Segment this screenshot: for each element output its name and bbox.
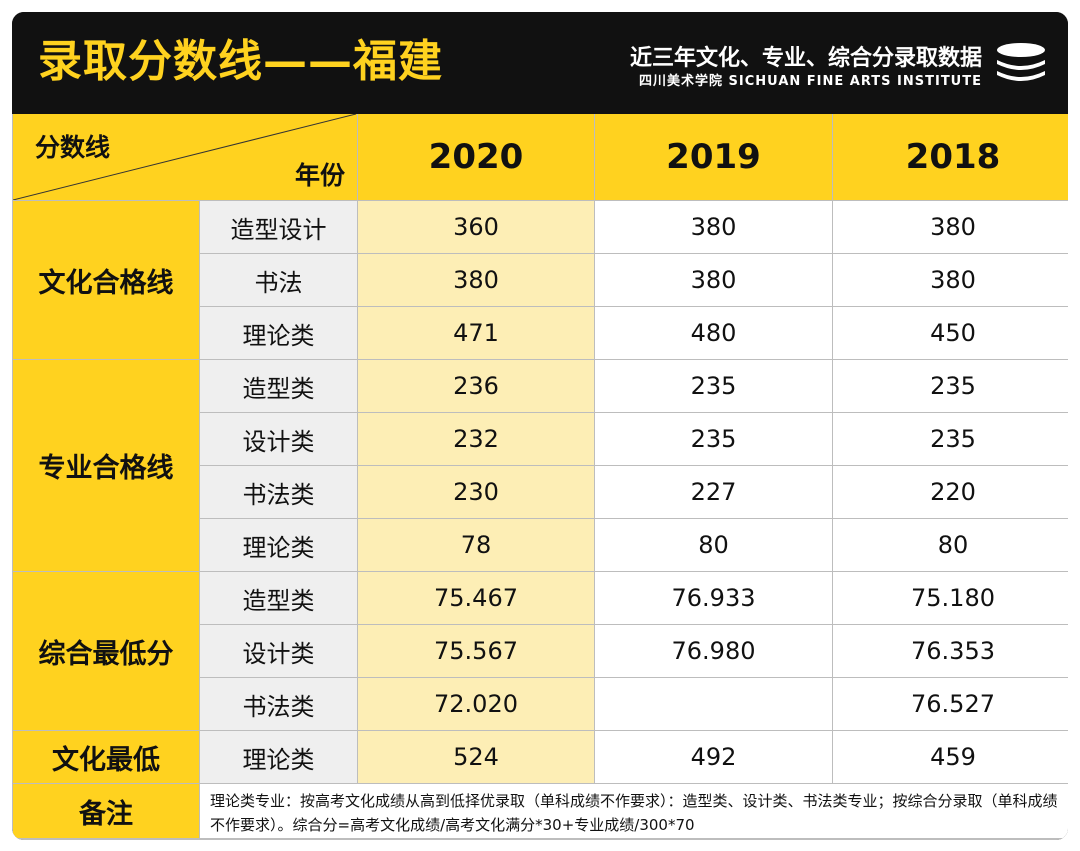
score-cell-2018: 80 [833, 519, 1068, 571]
score-cell-2018: 235 [833, 413, 1068, 465]
note-text: 理论类专业：按高考文化成绩从高到低择优录取（单科成绩不作要求）：造型类、设计类、… [200, 784, 1068, 838]
score-cell-2019: 492 [595, 731, 832, 783]
score-cell-2020: 360 [358, 201, 594, 253]
row-label: 理论类 [200, 307, 357, 359]
page-title: 录取分数线——福建 [38, 36, 443, 87]
row-label: 设计类 [200, 625, 357, 677]
score-cell-2019: 380 [595, 254, 832, 306]
score-cell-2019: 80 [595, 519, 832, 571]
score-cell-2018: 450 [833, 307, 1068, 359]
institute-name: 四川美术学院 SICHUAN FINE ARTS INSTITUTE [639, 74, 982, 89]
note-label: 备注 [13, 784, 199, 838]
row-label: 书法类 [200, 466, 357, 518]
score-cell-2019: 76.933 [595, 572, 832, 624]
row-label: 造型类 [200, 360, 357, 412]
score-cell-2018: 75.180 [833, 572, 1068, 624]
score-cell-2020: 524 [358, 731, 594, 783]
score-cell-2020: 75.567 [358, 625, 594, 677]
year-header-2020: 2020 [358, 114, 594, 200]
group-label-culture-min: 文化最低 [13, 731, 199, 783]
score-cell-2018: 220 [833, 466, 1068, 518]
score-table: 分数线 年份 2020 2019 2018 文化合格线 造型设计 360 380… [12, 114, 1068, 840]
score-cell-2020: 471 [358, 307, 594, 359]
score-cell-2020: 380 [358, 254, 594, 306]
subtitle: 近三年文化、专业、综合分录取数据 [629, 46, 982, 71]
year-header-2019: 2019 [595, 114, 832, 200]
score-cell-2020: 78 [358, 519, 594, 571]
score-cell-2019: 76.980 [595, 625, 832, 677]
score-cell-2020: 232 [358, 413, 594, 465]
score-cell-2020: 230 [358, 466, 594, 518]
corner-label-year: 年份 [294, 161, 345, 190]
row-label: 设计类 [200, 413, 357, 465]
score-cell-2018: 380 [833, 201, 1068, 253]
score-cell-2019: 480 [595, 307, 832, 359]
score-cell-2018: 459 [833, 731, 1068, 783]
score-cell-2019 [595, 678, 832, 730]
score-cell-2019: 235 [595, 360, 832, 412]
row-label: 造型类 [200, 572, 357, 624]
corner-diagonal-line [13, 114, 356, 200]
header-bar: 录取分数线——福建 近三年文化、专业、综合分录取数据 四川美术学院 SICHUA… [12, 12, 1068, 114]
year-header-2018: 2018 [833, 114, 1068, 200]
score-cell-2019: 227 [595, 466, 832, 518]
table-corner-header: 分数线 年份 [13, 114, 357, 200]
row-label: 造型设计 [200, 201, 357, 253]
score-cell-2018: 76.353 [833, 625, 1068, 677]
score-card: 录取分数线——福建 近三年文化、专业、综合分录取数据 四川美术学院 SICHUA… [12, 12, 1068, 840]
stacked-discs-icon [997, 43, 1045, 81]
row-label: 书法 [200, 254, 357, 306]
group-label-composite-min: 综合最低分 [13, 572, 199, 730]
row-label: 书法类 [200, 678, 357, 730]
score-cell-2019: 380 [595, 201, 832, 253]
score-cell-2018: 76.527 [833, 678, 1068, 730]
score-cell-2018: 380 [833, 254, 1068, 306]
score-cell-2020: 236 [358, 360, 594, 412]
group-label-culture-pass: 文化合格线 [13, 201, 199, 359]
row-label: 理论类 [200, 519, 357, 571]
score-cell-2020: 75.467 [358, 572, 594, 624]
row-label: 理论类 [200, 731, 357, 783]
group-label-major-pass: 专业合格线 [13, 360, 199, 571]
corner-label-score: 分数线 [35, 133, 111, 162]
score-cell-2018: 235 [833, 360, 1068, 412]
score-cell-2019: 235 [595, 413, 832, 465]
score-cell-2020: 72.020 [358, 678, 594, 730]
